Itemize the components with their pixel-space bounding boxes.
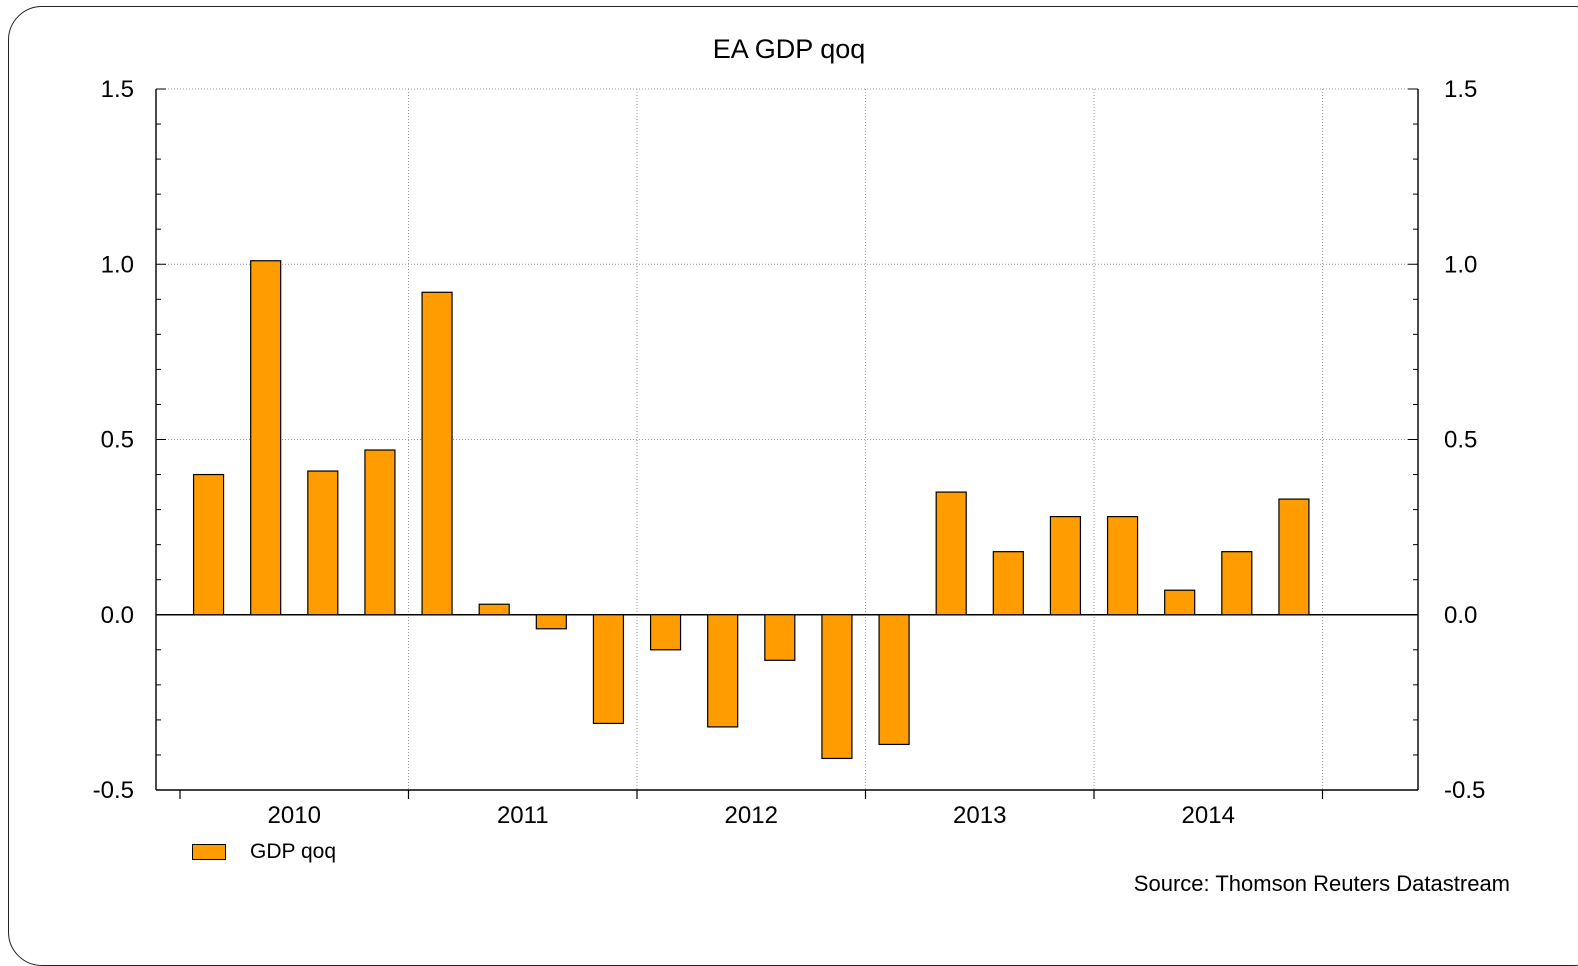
x-tick-label: 2013 [953,802,1006,829]
bar [192,473,225,616]
legend-label: GDP qoq [250,840,336,863]
bar [935,491,967,616]
bar [707,614,739,728]
source-note: Source: Thomson Reuters Datastream [1133,871,1510,896]
y-tick-label-right: 1.5 [1444,76,1477,103]
x-tick-label: 2012 [725,802,778,829]
chart-title: EA GDP qoq [712,34,866,64]
bar [992,551,1024,616]
y-tick-label-right: -0.5 [1444,777,1485,804]
bar [649,614,682,651]
y-tick-label-left: 0.5 [101,427,134,454]
x-tick-label: 2014 [1182,802,1235,829]
bar [250,260,282,616]
x-tick-label: 2011 [497,802,549,829]
bar [421,291,453,616]
chart-plot: 1.5 1.5 1.0 1.0 0.5 0.5 0.0 0.0 -0.5 -0.5 2010 2011… [93,76,1486,829]
y-tick-label-right: 0.5 [1444,427,1477,454]
legend-swatch [192,844,226,860]
y-tick-label-right: 0.0 [1444,602,1477,629]
bar [1221,551,1253,616]
bar [1049,516,1082,616]
y-tick-label-left: 1.5 [101,76,134,103]
bar [1278,498,1310,616]
bar [821,614,853,760]
bar [307,470,339,616]
y-tick-label-left: 1.0 [101,251,134,278]
bar [1164,589,1196,616]
bar [1106,516,1139,616]
bar [878,614,910,746]
bar [535,614,567,630]
bar [478,603,510,616]
x-tick-label: 2010 [268,802,321,829]
y-tick-label-right: 1.0 [1444,251,1477,278]
bar [764,614,796,661]
bar [592,614,625,725]
bar [364,449,396,616]
y-tick-label-left: -0.5 [93,777,134,804]
legend: GDP qoq [192,840,336,864]
y-tick-label-left: 0.0 [101,602,134,629]
